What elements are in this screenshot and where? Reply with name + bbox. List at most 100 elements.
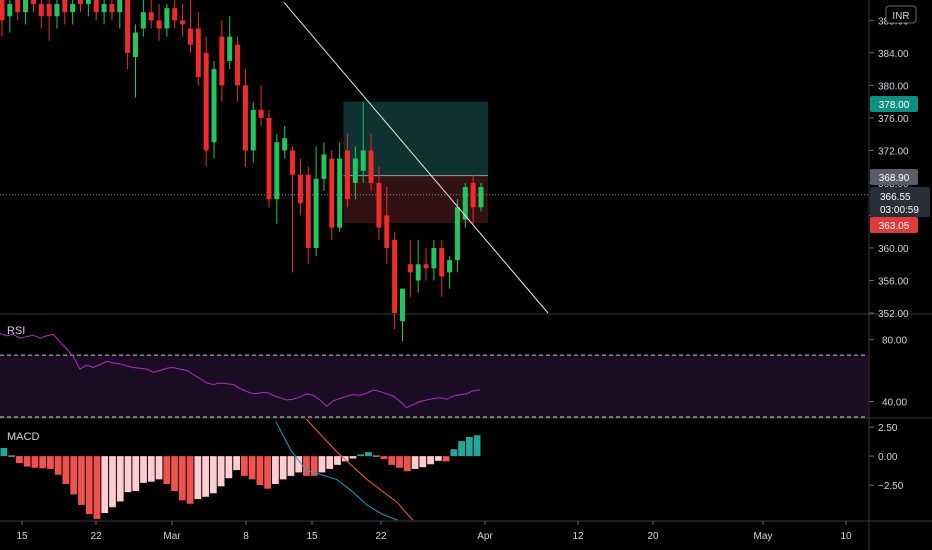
candle-body (305, 174, 311, 248)
time-axis[interactable]: 15 22 Mar 8 15 22 Apr 12 20 May 10 (16, 521, 852, 542)
macd-histogram-bar (334, 456, 341, 465)
candle (258, 85, 264, 127)
candle-body (203, 52, 209, 151)
candle (345, 134, 351, 208)
candle-body (54, 4, 60, 17)
candle-body (7, 4, 13, 17)
stop-price-badge: 363.05 (870, 217, 918, 233)
candle-body (140, 12, 146, 29)
macd-histogram-bar (427, 456, 434, 465)
macd-histogram-bar (365, 452, 372, 457)
macd-label: MACD (7, 431, 39, 443)
price-tick-label: 356.00 (878, 276, 909, 287)
candle-body (297, 174, 303, 204)
candle-body (172, 8, 178, 21)
candle-body (407, 264, 413, 273)
macd-histogram-bar (178, 456, 186, 501)
candle (368, 134, 374, 192)
macd-pane[interactable] (0, 418, 932, 522)
time-tick-label: 20 (647, 531, 659, 542)
candle-body (352, 158, 358, 183)
macd-histogram-bar (217, 456, 225, 487)
candle-body (454, 207, 460, 261)
price-pane[interactable] (0, 0, 932, 342)
candle (227, 16, 233, 70)
current-price-badge: 366.55 03:00:59 (870, 187, 930, 217)
candle (38, 0, 44, 29)
candle-body (38, 4, 44, 17)
macd-histogram-bar (434, 456, 442, 461)
candle-body (30, 0, 36, 5)
macd-histogram-bar (39, 456, 47, 469)
macd-histogram-bar (272, 456, 279, 485)
macd-histogram-bar (31, 456, 39, 468)
stop-price-text: 363.05 (879, 221, 910, 232)
candle-body (132, 32, 138, 57)
candle (117, 0, 123, 29)
candle (274, 134, 280, 224)
macd-histogram-bar (202, 456, 209, 497)
macd-histogram-bar (396, 456, 403, 468)
candle-body (415, 264, 421, 281)
candle-body (109, 4, 115, 13)
time-tick-label: 10 (840, 531, 852, 542)
macd-histogram-bar (124, 456, 132, 493)
candle (423, 247, 429, 281)
macd-histogram-bar (318, 456, 326, 473)
currency-button[interactable]: INR (885, 5, 917, 24)
macd-histogram-bar (411, 456, 419, 469)
macd-histogram-bar (186, 456, 194, 504)
candle-body (93, 0, 99, 13)
price-tick-label: 372.00 (878, 146, 909, 157)
macd-histogram-bar (16, 456, 23, 464)
candle-body (360, 150, 366, 171)
candle-body (266, 117, 272, 200)
candle (156, 4, 162, 41)
candle-body (384, 215, 390, 248)
rsi-line (0, 333, 481, 409)
trendline[interactable] (283, 2, 549, 314)
macd-histogram-bar (93, 456, 101, 519)
candle-body (235, 44, 241, 86)
macd-histogram-bar (116, 456, 124, 502)
macd-histogram-bar (349, 456, 357, 459)
macd-histogram-bar (209, 456, 217, 494)
candle (235, 36, 241, 102)
candle (148, 0, 154, 29)
macd-histogram-bar (163, 456, 171, 485)
candle (180, 4, 186, 37)
candle-body (23, 0, 29, 13)
candle (219, 20, 225, 102)
candle-body (117, 0, 123, 13)
macd-line (275, 421, 398, 521)
rsi-axis[interactable]: 80.00 40.00 (869, 336, 907, 409)
macd-histogram-bar (442, 456, 450, 462)
candle-body (470, 182, 476, 208)
candle-body (290, 150, 296, 175)
macd-histogram-bar (450, 449, 458, 457)
macd-axis[interactable]: 2.50 0.00 −2.50 (869, 423, 904, 492)
target-zone[interactable] (343, 101, 488, 176)
candle (313, 146, 319, 257)
candle (85, 0, 91, 17)
candle-body (187, 28, 193, 45)
rsi-band (0, 355, 868, 417)
candle (454, 199, 460, 273)
macd-histogram-bar (372, 455, 380, 457)
candle (242, 69, 248, 167)
candle-body (282, 138, 288, 151)
candle (46, 0, 52, 41)
candle-body (46, 4, 52, 17)
candle (132, 24, 138, 98)
rsi-pane[interactable] (0, 333, 932, 419)
candle (0, 0, 5, 37)
candle-body (321, 154, 327, 179)
candle-body (439, 247, 445, 277)
macd-histogram-bar (264, 456, 272, 489)
macd-histogram-bar (101, 456, 109, 514)
rsi-tick-label: 40.00 (882, 398, 907, 409)
macd-histogram-bar (419, 456, 427, 468)
candle (172, 0, 178, 29)
